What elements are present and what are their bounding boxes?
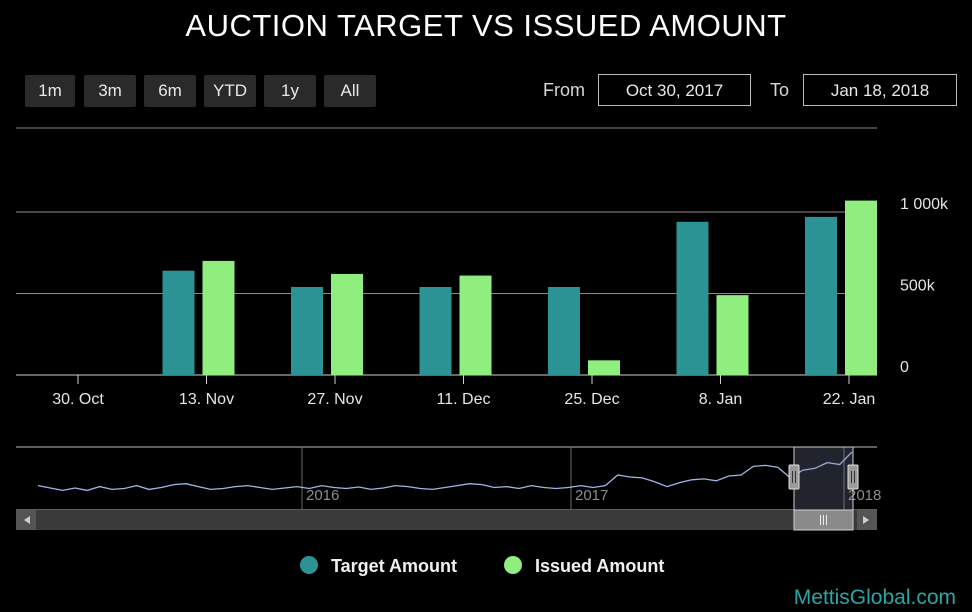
navigator-year-label: 2017 — [575, 487, 608, 504]
axis-layer: 0 500k 1 000k 30. Oct 13. Nov 27. Nov 11. Dec 2… — [52, 196, 949, 408]
range-button-3m[interactable]: 3m — [84, 75, 136, 107]
chevron-left-icon — [24, 516, 30, 524]
y-tick-label: 0 — [900, 359, 909, 376]
scrollbar-track[interactable] — [16, 510, 877, 530]
issued-bar-0[interactable] — [202, 260, 235, 375]
navigator-series-line — [37, 451, 853, 492]
scrollbar-thumb[interactable] — [793, 509, 854, 531]
range-button-all[interactable]: All — [324, 75, 376, 107]
legend-swatch-target[interactable] — [300, 556, 318, 574]
range-button-6m[interactable]: 6m — [144, 75, 196, 107]
legend-label-issued[interactable]: Issued Amount — [535, 556, 664, 576]
issued-bar-1[interactable] — [331, 273, 363, 375]
navigator-year-label: 2018 — [848, 487, 881, 504]
navigator: 2016 2017 2018 — [16, 446, 881, 531]
navigator-year-label: 2016 — [306, 487, 339, 504]
navigator-right-handle[interactable] — [847, 464, 859, 490]
range-button-1y[interactable]: 1y — [264, 75, 316, 107]
chevron-right-icon — [863, 516, 869, 524]
legend-label-target[interactable]: Target Amount — [331, 556, 457, 576]
issued-bar-4[interactable] — [716, 295, 749, 375]
grid-layer — [16, 127, 877, 376]
target-bar-2[interactable] — [419, 286, 452, 375]
chart-title: AUCTION TARGET VS ISSUED AMOUNT — [185, 8, 787, 43]
issued-bar-2[interactable] — [459, 275, 492, 375]
navigator-selection[interactable] — [793, 446, 854, 511]
legend: Target Amount Issued Amount — [300, 556, 664, 576]
target-bar-3[interactable] — [548, 286, 580, 375]
scrollbar-left-button[interactable] — [16, 510, 36, 530]
target-bar-4[interactable] — [676, 221, 709, 375]
to-label: To — [770, 80, 790, 100]
x-tick-label: 13. Nov — [179, 391, 234, 408]
target-bar-0[interactable] — [162, 270, 195, 375]
from-label: From — [543, 80, 585, 100]
x-tick-label: 27. Nov — [307, 391, 362, 408]
range-button-1m[interactable]: 1m — [25, 75, 75, 107]
target-bar-1[interactable] — [291, 286, 323, 375]
bars-layer — [162, 200, 877, 375]
x-tick-label: 8. Jan — [699, 391, 743, 408]
target-bar-5[interactable] — [805, 216, 837, 375]
issued-bar-5[interactable] — [845, 200, 877, 375]
watermark: MettisGlobal.com — [793, 586, 956, 609]
scrollbar-right-button[interactable] — [857, 510, 877, 530]
legend-swatch-issued[interactable] — [504, 556, 522, 574]
x-tick-label: 11. Dec — [437, 391, 491, 408]
to-date-input[interactable]: Jan 18, 2018 — [803, 74, 957, 106]
x-tick-label: 25. Dec — [564, 391, 619, 408]
navigator-left-handle[interactable] — [788, 464, 800, 490]
x-tick-label: 30. Oct — [52, 391, 104, 408]
issued-bar-3[interactable] — [588, 360, 620, 375]
range-button-ytd[interactable]: YTD — [204, 75, 256, 107]
y-tick-label: 500k — [900, 278, 936, 295]
from-date-input[interactable]: Oct 30, 2017 — [598, 74, 751, 106]
y-tick-label: 1 000k — [900, 196, 949, 213]
x-tick-label: 22. Jan — [823, 391, 875, 408]
